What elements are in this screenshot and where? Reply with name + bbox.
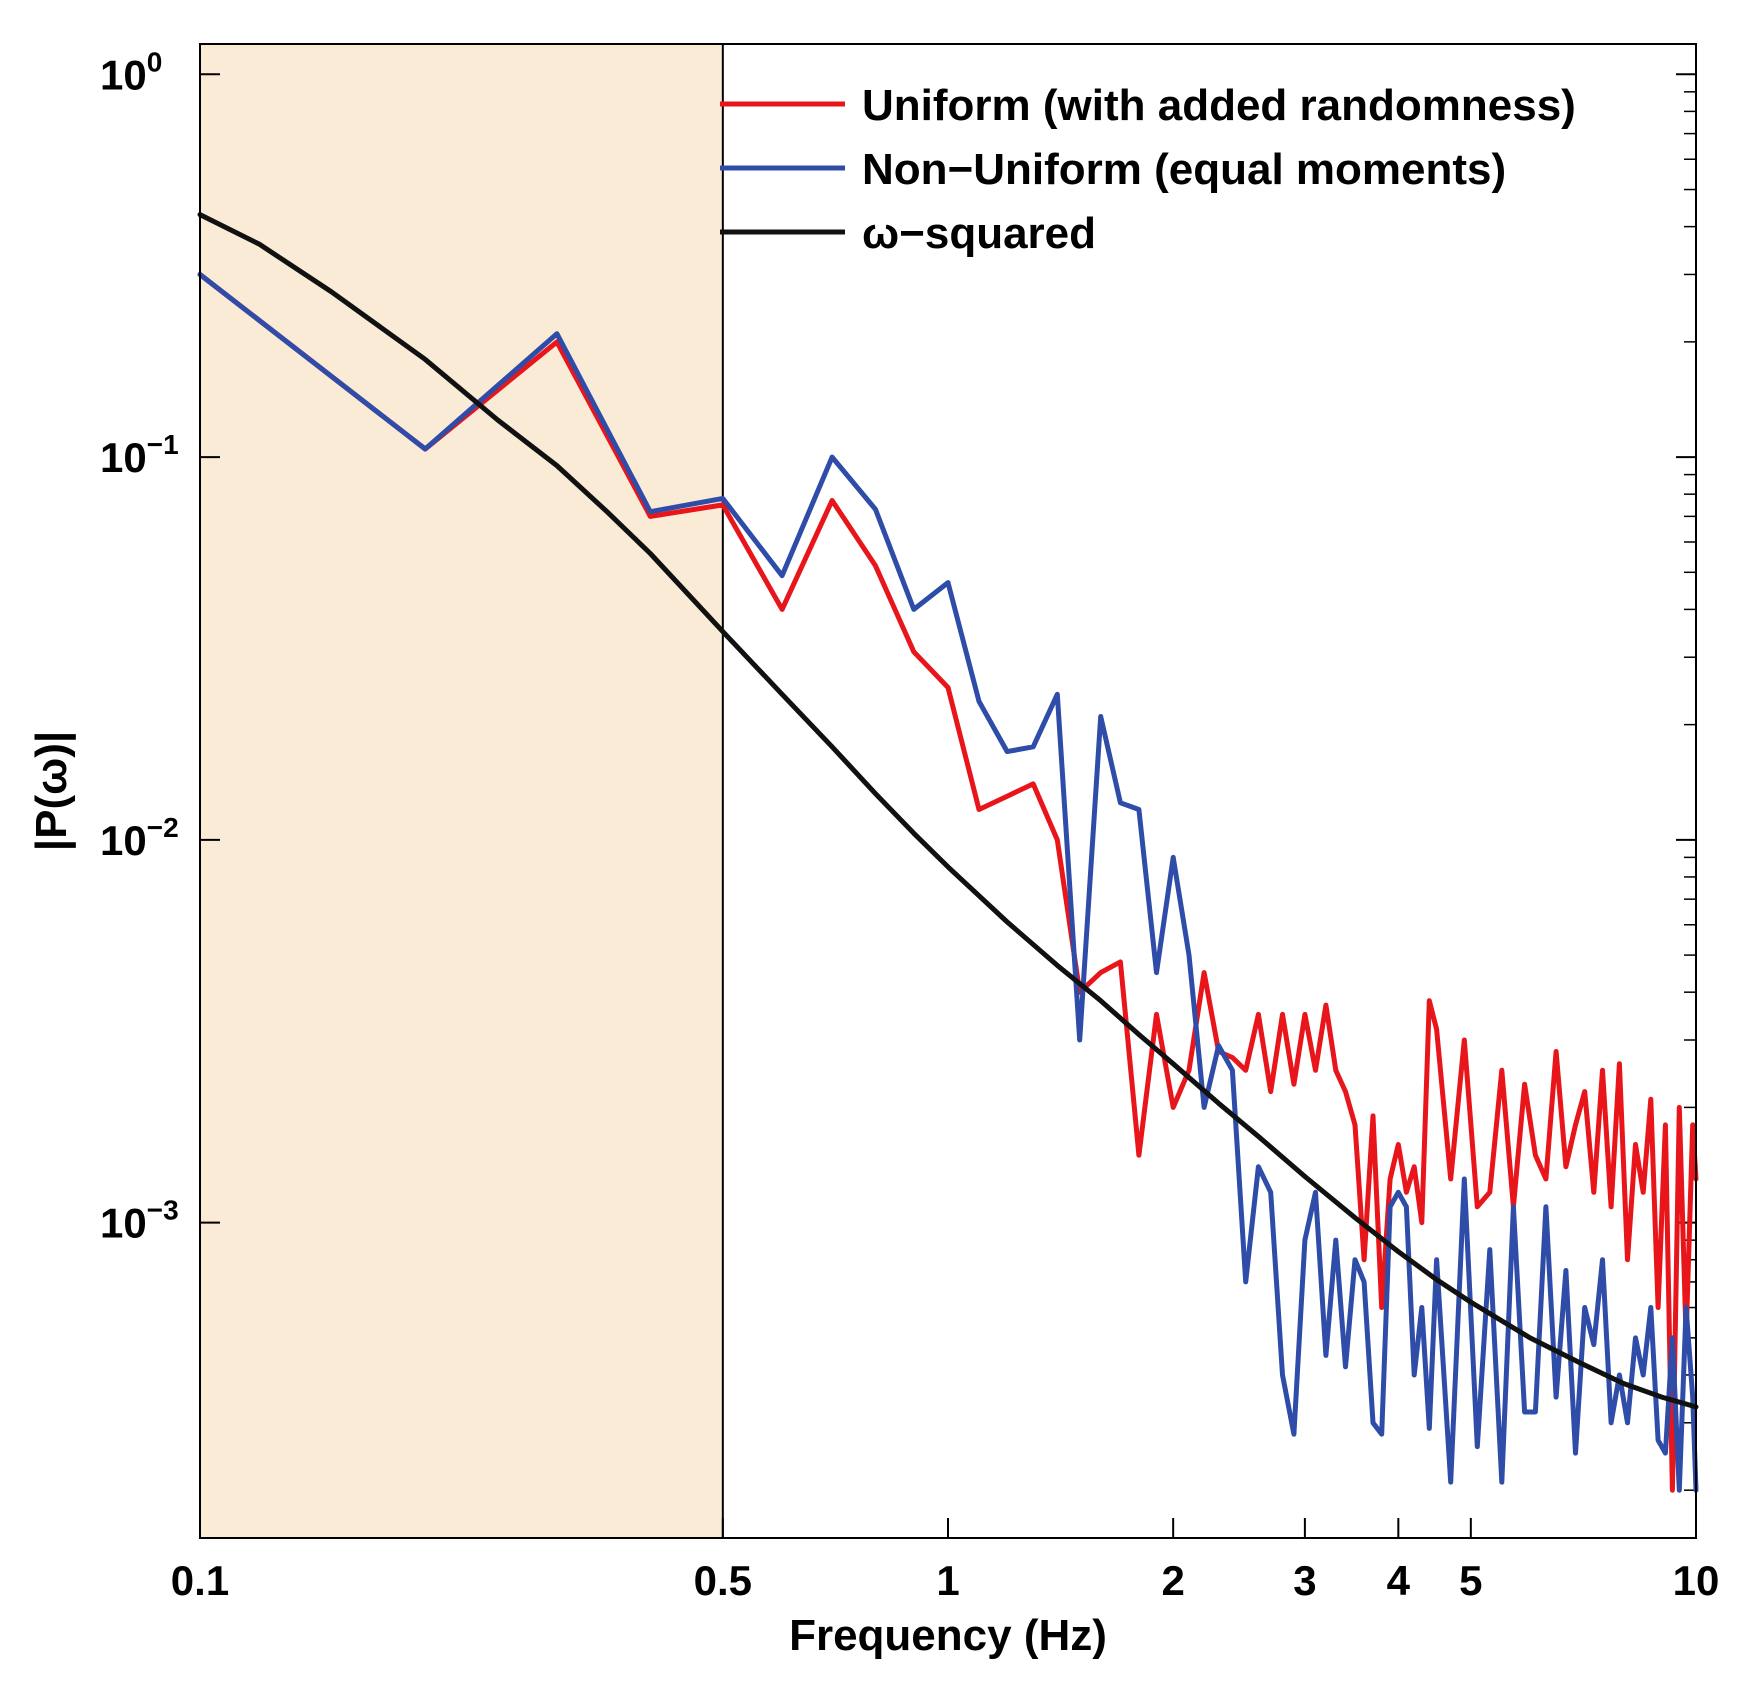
x-tick-labels: 0.1 0.5 1 2 3 4 5 10	[171, 1557, 1720, 1604]
x-tick-label: 0.1	[171, 1557, 229, 1604]
legend-label: Uniform (with added randomness)	[862, 81, 1576, 130]
shaded-region	[200, 44, 723, 1538]
series-layer	[197, 212, 1699, 1493]
legend: Uniform (with added randomness) Non−Unifo…	[720, 81, 1576, 258]
x-tick-label: 5	[1459, 1557, 1482, 1604]
legend-label: Non−Uniform (equal moments)	[862, 145, 1506, 194]
x-tick-label: 3	[1293, 1557, 1316, 1604]
x-tick-label: 4	[1387, 1557, 1411, 1604]
x-tick-label: 1	[936, 1557, 959, 1604]
legend-label: ω−squared	[862, 209, 1096, 258]
y-tick-label: 10−3	[100, 1195, 179, 1247]
minor-ticks	[1684, 91, 1696, 1491]
series-line-0	[197, 272, 1699, 1493]
x-axis-title: Frequency (Hz)	[789, 1611, 1107, 1660]
y-axis-title: |P(ω)|	[27, 731, 77, 851]
series-line-1	[197, 272, 1699, 1493]
x-tick-label: 2	[1161, 1557, 1184, 1604]
plot-frame	[199, 43, 1697, 1539]
y-tick-label: 10−2	[100, 812, 179, 864]
x-tick-label: 0.5	[694, 1557, 752, 1604]
series-line-2	[197, 212, 1699, 1410]
y-tick-label: 10−1	[100, 429, 179, 481]
y-tick-label: 100	[100, 46, 162, 98]
x-tick-label: 10	[1673, 1557, 1720, 1604]
y-tick-labels: 100 10−1 10−2 10−3	[100, 46, 179, 1246]
